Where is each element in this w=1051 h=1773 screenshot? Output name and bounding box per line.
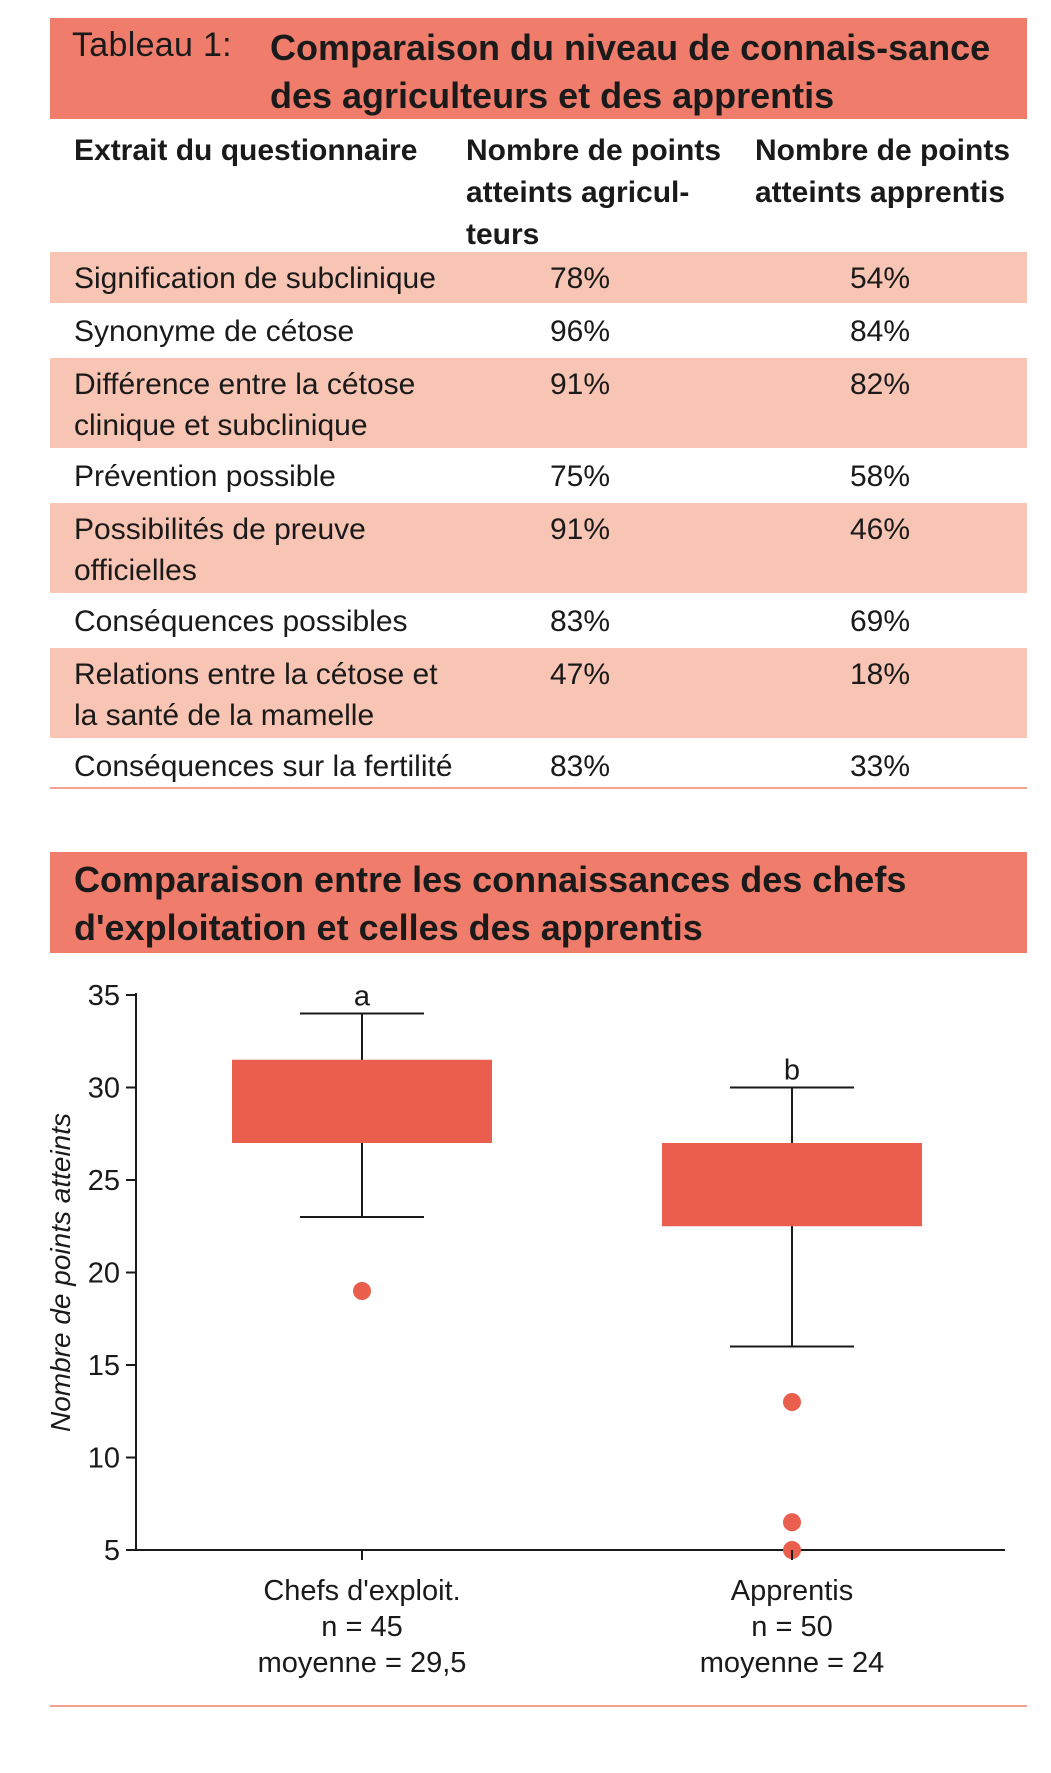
row-apprentices-value: 82% [850, 368, 911, 401]
boxplot-chart: 5 10 15 20 25 30 35 Nombre de points atteints a C… [45, 980, 1005, 1679]
row-item: Prévention possible [74, 460, 336, 493]
chart-bottom-rule [50, 1705, 1027, 1707]
x-category-label: Chefs d'exploit. [263, 1575, 460, 1607]
significance-label: b [784, 1055, 800, 1087]
x-category-mean-label: moyenne = 24 [700, 1647, 885, 1679]
table-row: Conséquences possibles 83% 69% [50, 595, 1027, 648]
y-tick-label: 25 [88, 1165, 120, 1197]
table-row: Conséquences sur la fertilité 83% 33% [50, 740, 1027, 793]
row-apprentices-value: 33% [850, 750, 911, 783]
table-row: Relations entre la cétose et la santé de… [50, 648, 1027, 740]
y-tick-label: 20 [88, 1258, 120, 1290]
row-item: Différence entre la cétose clinique et s… [74, 368, 416, 442]
table-label: Tableau 1: [72, 26, 232, 64]
column-header-farmers: Nombre de points atteints agricul-teurs [466, 134, 722, 251]
row-apprentices-value: 46% [850, 513, 911, 546]
table-header: Tableau 1: Comparaison du niveau de conn… [50, 18, 1027, 119]
column-header-item: Extrait du questionnaire [74, 134, 418, 167]
table-row: Prévention possible 75% 58% [50, 450, 1027, 503]
outlier-point [353, 1282, 371, 1300]
row-farmers-value: 91% [550, 513, 611, 546]
box-iqr [232, 1059, 492, 1143]
x-category-mean-label: moyenne = 29,5 [258, 1647, 467, 1679]
significance-label: a [354, 981, 371, 1013]
row-apprentices-value: 54% [850, 262, 911, 295]
row-farmers-value: 91% [550, 368, 611, 401]
table-row: Possibilités de preuve officielles 91% 4… [50, 503, 1027, 595]
row-apprentices-value: 84% [850, 315, 911, 348]
table-row: Synonyme de cétose 96% 84% [50, 305, 1027, 358]
column-header-apprentices: Nombre de points atteints apprentis [755, 134, 1011, 209]
row-item: Possibilités de preuve officielles [74, 513, 366, 587]
table-bottom-rule [50, 787, 1027, 789]
box-iqr [662, 1143, 922, 1227]
chart-header: Comparaison entre les connaissances des … [50, 852, 1027, 953]
chart-title: Comparaison entre les connaissances des … [74, 859, 907, 948]
row-apprentices-value: 18% [850, 658, 911, 691]
row-farmers-value: 96% [550, 315, 611, 348]
row-item: Synonyme de cétose [74, 315, 355, 348]
y-tick-label: 5 [104, 1535, 120, 1567]
y-tick-label: 30 [88, 1073, 120, 1105]
y-tick-label: 15 [88, 1350, 120, 1382]
table-title: Comparaison du niveau de connais-sance d… [270, 27, 991, 116]
table-column-headers: Extrait du questionnaire Nombre de point… [50, 122, 1027, 252]
y-tick-label: 10 [88, 1443, 120, 1475]
x-category-n-label: n = 45 [321, 1611, 402, 1643]
table-row: Différence entre la cétose clinique et s… [50, 358, 1027, 450]
row-farmers-value: 47% [550, 658, 611, 691]
row-item: Signification de subclinique [74, 262, 436, 295]
y-tick-label: 35 [88, 980, 120, 1012]
row-item: Conséquences possibles [74, 605, 408, 638]
row-item: Relations entre la cétose et la santé de… [74, 658, 438, 732]
outlier-point [783, 1513, 801, 1532]
row-farmers-value: 83% [550, 605, 611, 638]
x-category-n-label: n = 50 [751, 1611, 832, 1643]
row-farmers-value: 75% [550, 460, 611, 493]
row-apprentices-value: 69% [850, 605, 911, 638]
table-body: Signification de subclinique 78% 54% Syn… [50, 252, 1027, 793]
table-row: Signification de subclinique 78% 54% [50, 252, 1027, 305]
row-apprentices-value: 58% [850, 460, 911, 493]
row-farmers-value: 78% [550, 262, 611, 295]
row-farmers-value: 83% [550, 750, 611, 783]
outlier-point [783, 1393, 801, 1411]
x-category-label: Apprentis [731, 1575, 854, 1607]
row-item: Conséquences sur la fertilité [74, 750, 453, 783]
y-axis-label: Nombre de points atteints [45, 1113, 76, 1432]
